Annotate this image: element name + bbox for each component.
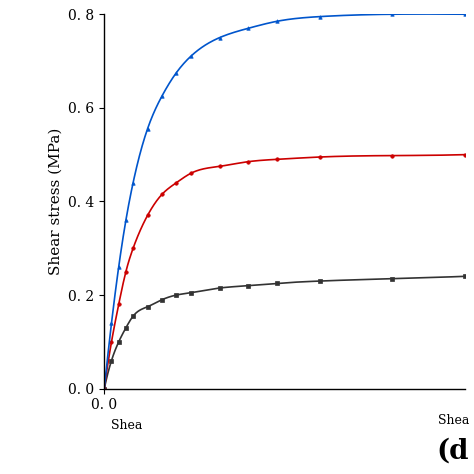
Text: Shea: Shea — [111, 419, 143, 432]
Y-axis label: Shear stress (MPa): Shear stress (MPa) — [49, 128, 63, 275]
Text: (d: (d — [437, 438, 469, 465]
Text: Shea: Shea — [438, 414, 469, 427]
